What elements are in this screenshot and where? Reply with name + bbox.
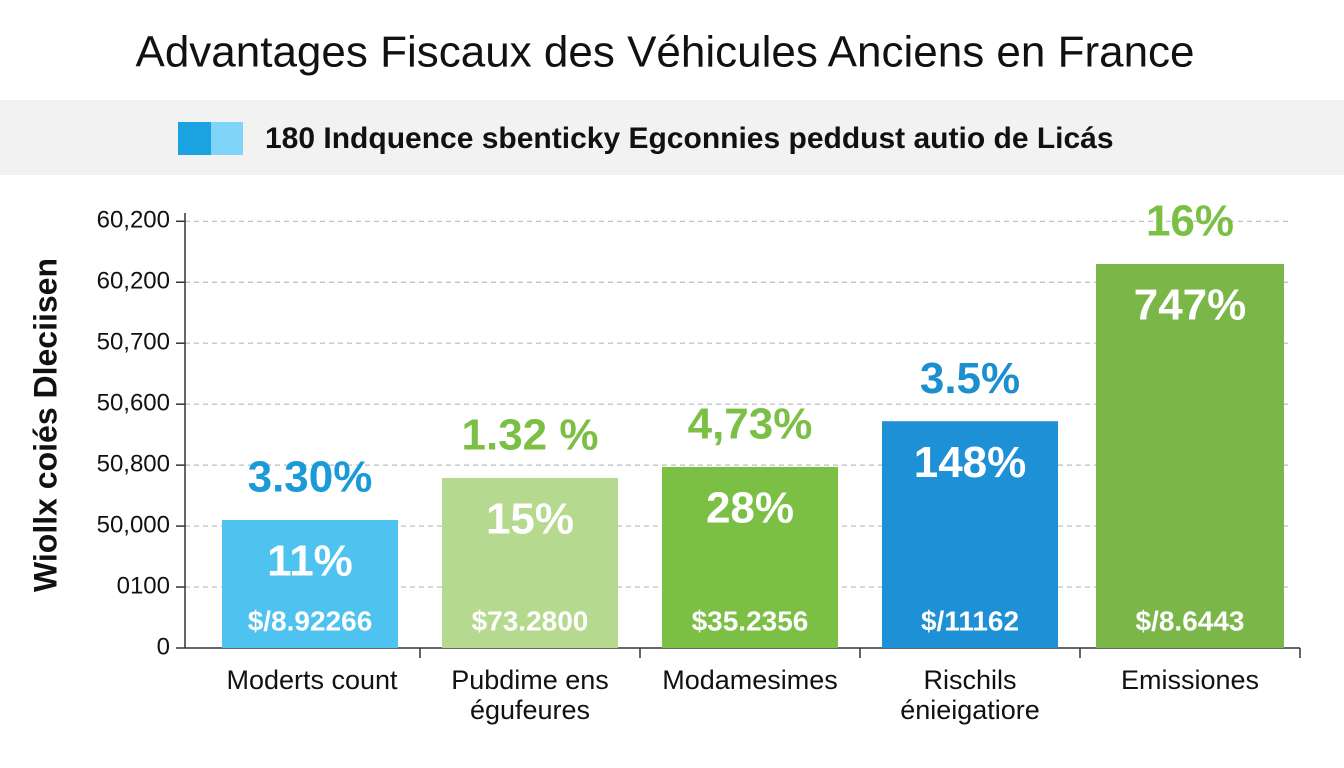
y-tick-label: 50,000 bbox=[97, 511, 170, 538]
amount-label: $73.2800 bbox=[472, 605, 589, 636]
legend-swatch bbox=[211, 122, 243, 155]
x-tick-label: Moderts count bbox=[226, 665, 398, 695]
top-label: 3.5% bbox=[920, 354, 1020, 403]
amount-label: $/11162 bbox=[921, 605, 1019, 636]
inner-label: 15% bbox=[486, 495, 574, 544]
y-tick-label: 0100 bbox=[117, 572, 170, 599]
bar bbox=[662, 466, 838, 648]
bar bbox=[442, 477, 618, 648]
inner-label: 28% bbox=[706, 484, 794, 533]
amount-label: $/8.6443 bbox=[1136, 605, 1245, 636]
y-tick-label: 50,700 bbox=[97, 329, 170, 356]
inner-label: 148% bbox=[914, 438, 1027, 487]
bar bbox=[882, 421, 1058, 648]
x-tick-label: Pubdime ens bbox=[451, 665, 609, 695]
chart-title: Advantages Fiscaux des Véhicules Anciens… bbox=[135, 28, 1194, 77]
legend-swatch bbox=[178, 122, 211, 155]
inner-label: 747% bbox=[1134, 281, 1247, 330]
y-tick-label: 50,800 bbox=[97, 450, 170, 477]
y-tick-label: 50,600 bbox=[97, 390, 170, 417]
inner-label: 11% bbox=[267, 537, 353, 586]
x-tick-label: énieigatiore bbox=[900, 695, 1040, 725]
y-tick-label: 60,200 bbox=[97, 207, 170, 234]
x-tick-label: égufeures bbox=[470, 695, 590, 725]
top-label: 1.32 % bbox=[462, 411, 599, 460]
y-tick-label: 0 bbox=[157, 633, 170, 660]
bar bbox=[1096, 263, 1284, 648]
amount-label: $35.2356 bbox=[692, 605, 809, 636]
top-label: 16% bbox=[1146, 197, 1234, 246]
x-tick-label: Emissiones bbox=[1121, 665, 1259, 695]
top-label: 4,73% bbox=[688, 400, 813, 449]
amount-label: $/8.92266 bbox=[248, 605, 373, 636]
legend-label: 180 Indquence sbenticky Egconnies peddus… bbox=[265, 122, 1114, 155]
x-tick-label: Modamesimes bbox=[662, 665, 838, 695]
x-tick-label: Rischils bbox=[923, 665, 1016, 695]
bar bbox=[222, 519, 398, 648]
top-label: 3.30% bbox=[248, 453, 373, 502]
y-tick-label: 60,200 bbox=[97, 268, 170, 295]
y-axis-label: Wiollx coiés Dleciisen bbox=[27, 258, 63, 592]
